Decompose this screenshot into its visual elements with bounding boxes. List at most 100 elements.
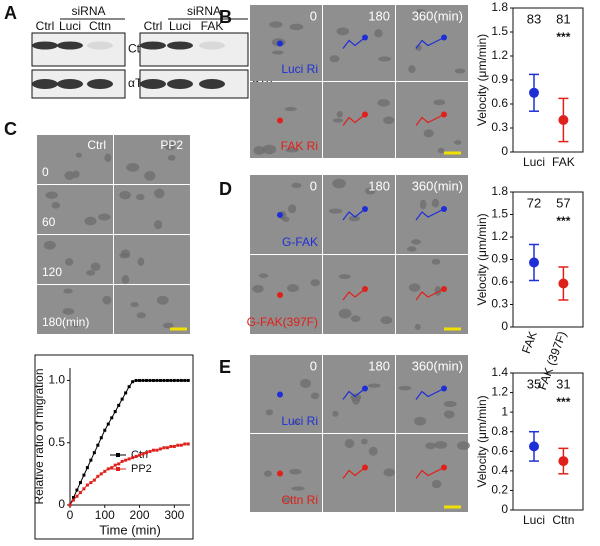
point <box>165 446 169 450</box>
cell <box>454 140 462 145</box>
point <box>92 478 96 482</box>
y-tick-label: 0.4 <box>491 463 508 477</box>
cell <box>164 140 176 151</box>
cell <box>310 279 320 287</box>
cell-marker <box>362 385 368 392</box>
cell <box>86 270 96 276</box>
point <box>127 457 131 461</box>
time-label: 180 <box>368 8 390 23</box>
cell <box>45 191 58 199</box>
track <box>342 288 366 301</box>
cell <box>398 385 412 391</box>
track <box>342 208 366 221</box>
point <box>148 449 152 453</box>
time-label: 360(min) <box>412 358 463 373</box>
count-label: 57 <box>556 195 570 210</box>
blot-strip <box>31 32 126 67</box>
cell <box>383 116 395 125</box>
y-axis-label: Velocity (μm/min) <box>475 395 489 487</box>
cell <box>63 288 73 294</box>
cell-marker <box>362 286 368 292</box>
cell-marker <box>441 464 447 471</box>
point <box>145 378 149 382</box>
point <box>99 472 103 476</box>
time-label: 360(min) <box>412 178 463 193</box>
cell <box>64 171 75 181</box>
point <box>172 444 176 448</box>
category-label: FAK <box>519 329 540 355</box>
condition-label: G-FAK(397F) <box>247 315 318 329</box>
cell <box>406 246 417 252</box>
cell <box>144 170 156 181</box>
cell <box>367 383 381 388</box>
point <box>134 378 138 382</box>
blot-band <box>140 41 166 50</box>
y-tick-label: 0.9 <box>491 252 508 266</box>
cell-marker <box>362 34 368 41</box>
track <box>415 466 445 479</box>
time-label: 180(min) <box>42 315 89 329</box>
cell <box>431 258 441 265</box>
cell-marker <box>441 385 447 392</box>
micrograph <box>250 5 322 81</box>
cell <box>72 321 80 328</box>
point <box>169 378 173 382</box>
cell <box>286 284 300 293</box>
micrograph <box>114 285 190 334</box>
y-tick-label: 0.6 <box>491 274 508 288</box>
plot-frame <box>512 372 584 511</box>
cell <box>272 50 284 55</box>
blot-band <box>32 41 58 50</box>
blot-band <box>87 79 113 89</box>
blot-band <box>167 79 193 89</box>
cell <box>51 201 61 209</box>
point <box>75 494 79 498</box>
time-label: 0 <box>310 178 317 193</box>
point <box>158 447 162 451</box>
count-label: 83 <box>527 11 541 26</box>
cell <box>43 240 56 250</box>
cell <box>414 416 427 426</box>
cell <box>300 378 312 388</box>
cell <box>252 284 264 293</box>
cell-marker <box>441 286 447 292</box>
point <box>96 474 100 478</box>
y-tick-label: 0.3 <box>491 297 508 311</box>
point <box>110 416 114 420</box>
cell <box>262 144 277 155</box>
cell <box>253 145 265 155</box>
cell <box>136 312 146 319</box>
point <box>110 466 114 470</box>
cell <box>348 215 361 222</box>
time-label: 0 <box>310 358 317 373</box>
cell <box>454 68 466 74</box>
cell <box>344 439 355 449</box>
category-label: Cttn <box>552 513 574 527</box>
micrograph <box>250 355 322 433</box>
point <box>75 488 79 492</box>
y-tick-label: 0 <box>501 319 508 333</box>
cell <box>423 129 434 138</box>
x-tick-label: 100 <box>95 508 115 522</box>
lane-label: Luci <box>169 19 191 33</box>
y-tick-label: 0.8 <box>491 424 508 438</box>
y-tick-label: 0.2 <box>491 483 508 497</box>
cell-marker <box>441 111 447 118</box>
mean-marker <box>529 87 539 98</box>
y-tick-label: 1.2 <box>491 385 508 399</box>
point <box>103 428 107 432</box>
point <box>92 451 96 455</box>
cell <box>332 178 346 189</box>
track <box>415 387 445 400</box>
lane-label: Cttn <box>89 19 111 33</box>
x-tick-label: 300 <box>164 508 184 522</box>
cell <box>336 27 350 36</box>
condition-label: Cttn Ri <box>281 493 318 507</box>
y-tick-label: 1 <box>501 404 508 418</box>
y-tick-label: 1.8 <box>491 0 508 14</box>
y-axis-label: Velocity (μm/min) <box>475 34 489 126</box>
y-tick-label: 1.8 <box>491 184 508 198</box>
plot-frame <box>512 7 584 153</box>
cell <box>126 163 140 172</box>
